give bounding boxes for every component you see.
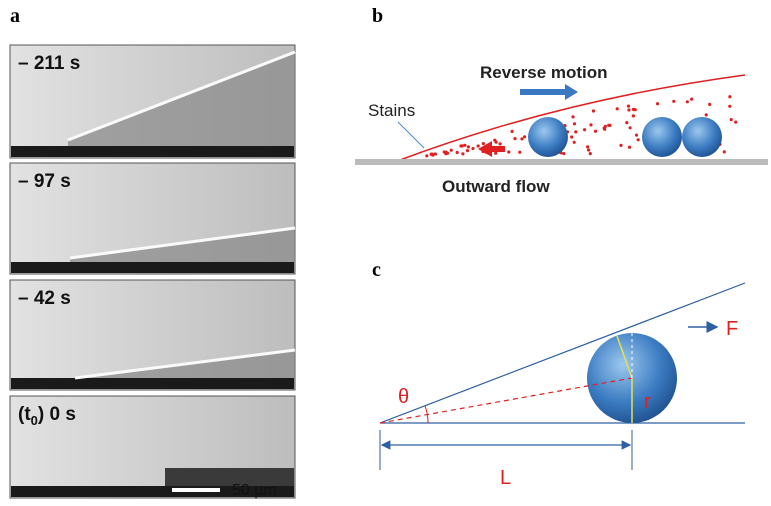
- label: Stains: [368, 101, 415, 120]
- particle: [466, 149, 469, 152]
- theta: θ: [398, 386, 409, 408]
- frame-time: (t0) 0 s: [18, 404, 76, 428]
- time-sub: 0: [31, 413, 38, 428]
- particle: [571, 115, 574, 118]
- particle: [471, 147, 474, 150]
- interface: [380, 283, 745, 423]
- frames: – 211 s – 97 s – 42 s (t0) 0 s 50 µm: [10, 45, 295, 499]
- particle: [730, 118, 733, 121]
- particle: [587, 148, 590, 151]
- particle: [507, 150, 510, 153]
- particle: [619, 144, 622, 147]
- particle: [734, 121, 737, 124]
- arrow: [520, 84, 578, 100]
- particle: [482, 142, 485, 145]
- particle: [513, 137, 516, 140]
- particle: [627, 105, 630, 108]
- time-part: ) 0 s: [38, 404, 76, 425]
- particle: [589, 123, 592, 126]
- leader: [398, 122, 424, 148]
- particle: [589, 152, 592, 155]
- length: L: [500, 467, 511, 489]
- scale-label: 50 µm: [232, 482, 277, 499]
- substrate: [11, 146, 294, 157]
- particle: [690, 98, 693, 101]
- particle: [629, 126, 632, 129]
- particle: [686, 100, 689, 103]
- panel-c: θ F r L: [380, 283, 745, 489]
- particle: [592, 109, 595, 112]
- particle: [616, 107, 619, 110]
- scale-bar: [172, 488, 220, 492]
- panel-label: c: [372, 259, 381, 281]
- particle: [573, 122, 576, 125]
- frame-time: – 211 s: [18, 53, 80, 74]
- particle: [570, 135, 573, 138]
- particle: [656, 102, 659, 105]
- particle: [634, 108, 637, 111]
- time-part: (t: [18, 404, 31, 425]
- substrate: [11, 378, 294, 389]
- panel-label: a: [10, 5, 20, 27]
- particle: [728, 105, 731, 108]
- panel-label: b: [372, 5, 383, 27]
- particle: [583, 128, 586, 131]
- particle: [637, 138, 640, 141]
- particle: [574, 130, 577, 133]
- particle: [499, 142, 502, 145]
- particle: [461, 152, 464, 155]
- figure: a – 211 s – 97 s – 42 s (t0) 0 s 50 µm b Rev…: [0, 0, 771, 506]
- particle: [573, 141, 576, 144]
- particle: [425, 154, 428, 157]
- particle: [520, 137, 523, 140]
- particle: [708, 103, 711, 106]
- particle: [723, 150, 726, 153]
- substrate: [11, 262, 294, 273]
- frame-time: – 42 s: [18, 288, 71, 309]
- particle: [607, 124, 610, 127]
- particle: [728, 95, 731, 98]
- particle: [586, 145, 589, 148]
- particle: [627, 108, 630, 111]
- particle: [594, 130, 597, 133]
- particle: [477, 144, 480, 147]
- particle: [628, 146, 631, 149]
- particle: [494, 152, 497, 155]
- particle: [603, 128, 606, 131]
- label: Outward flow: [442, 177, 550, 196]
- particle: [459, 144, 462, 147]
- particle: [495, 141, 498, 144]
- sphere: [642, 117, 682, 157]
- label: Reverse motion: [480, 63, 608, 82]
- particle: [635, 134, 638, 137]
- particle: [510, 130, 513, 133]
- particle: [432, 153, 435, 156]
- particle: [456, 151, 459, 154]
- particle: [444, 152, 447, 155]
- sphere: [528, 117, 568, 157]
- force: F: [726, 318, 738, 340]
- particle: [672, 100, 675, 103]
- frame-time: – 97 s: [18, 171, 71, 192]
- particle: [523, 135, 526, 138]
- particle: [450, 149, 453, 152]
- particle: [518, 151, 521, 154]
- particle: [562, 152, 565, 155]
- sphere: [682, 117, 722, 157]
- panel-b: Reverse motion Stains Outward flow: [355, 63, 768, 196]
- particle: [632, 114, 635, 117]
- particle: [467, 145, 470, 148]
- particle: [625, 121, 628, 124]
- radius-label: r: [644, 391, 651, 413]
- particle: [705, 113, 708, 116]
